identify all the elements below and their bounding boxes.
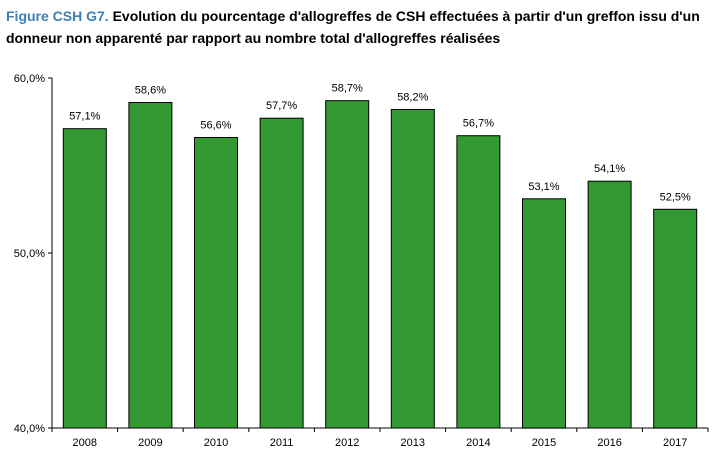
bar-2011 [259, 117, 304, 429]
x-tick-label-2010: 2010 [204, 437, 228, 449]
data-label-2010: 56,6% [200, 120, 231, 132]
bar-2015 [522, 198, 566, 429]
bar-2016 [587, 180, 632, 429]
x-tick-label-2008: 2008 [73, 437, 97, 449]
y-tick-label: 40,0% [14, 423, 45, 435]
bar-2013 [390, 109, 435, 429]
bar-2017 [653, 208, 698, 429]
y-tick-label: 50,0% [14, 248, 45, 260]
data-label-2017: 52,5% [660, 191, 691, 203]
data-label-2014: 56,7% [463, 118, 494, 130]
x-tick-label-2009: 2009 [138, 437, 162, 449]
data-label-2008: 57,1% [69, 111, 100, 123]
x-tick-label-2015: 2015 [532, 437, 556, 449]
y-tick-label: 60,0% [14, 73, 45, 85]
data-label-2012: 58,7% [332, 83, 363, 95]
x-tick-label-2014: 2014 [466, 437, 490, 449]
data-label-2016: 54,1% [594, 163, 625, 175]
data-label-2009: 58,6% [135, 85, 166, 97]
bar-2014 [456, 135, 501, 429]
x-tick-label-2016: 2016 [597, 437, 621, 449]
chart-title: Figure CSH G7. Evolution du pourcentage … [6, 5, 714, 49]
x-tick-label-2012: 2012 [335, 437, 359, 449]
data-label-2011: 57,7% [266, 100, 297, 112]
figure-number: Figure CSH G7. [6, 8, 109, 24]
bar-2009 [128, 102, 173, 429]
data-label-2015: 53,1% [528, 181, 559, 193]
figure-caption: Evolution du pourcentage d'allogreffes d… [6, 8, 700, 46]
data-label-2013: 58,2% [397, 92, 428, 104]
bar-2012 [325, 100, 370, 429]
x-tick-label-2013: 2013 [401, 437, 425, 449]
bar-2008 [62, 128, 107, 429]
bar-2010 [194, 137, 238, 429]
x-tick-label-2017: 2017 [663, 437, 687, 449]
x-tick-label-2011: 2011 [270, 437, 294, 449]
